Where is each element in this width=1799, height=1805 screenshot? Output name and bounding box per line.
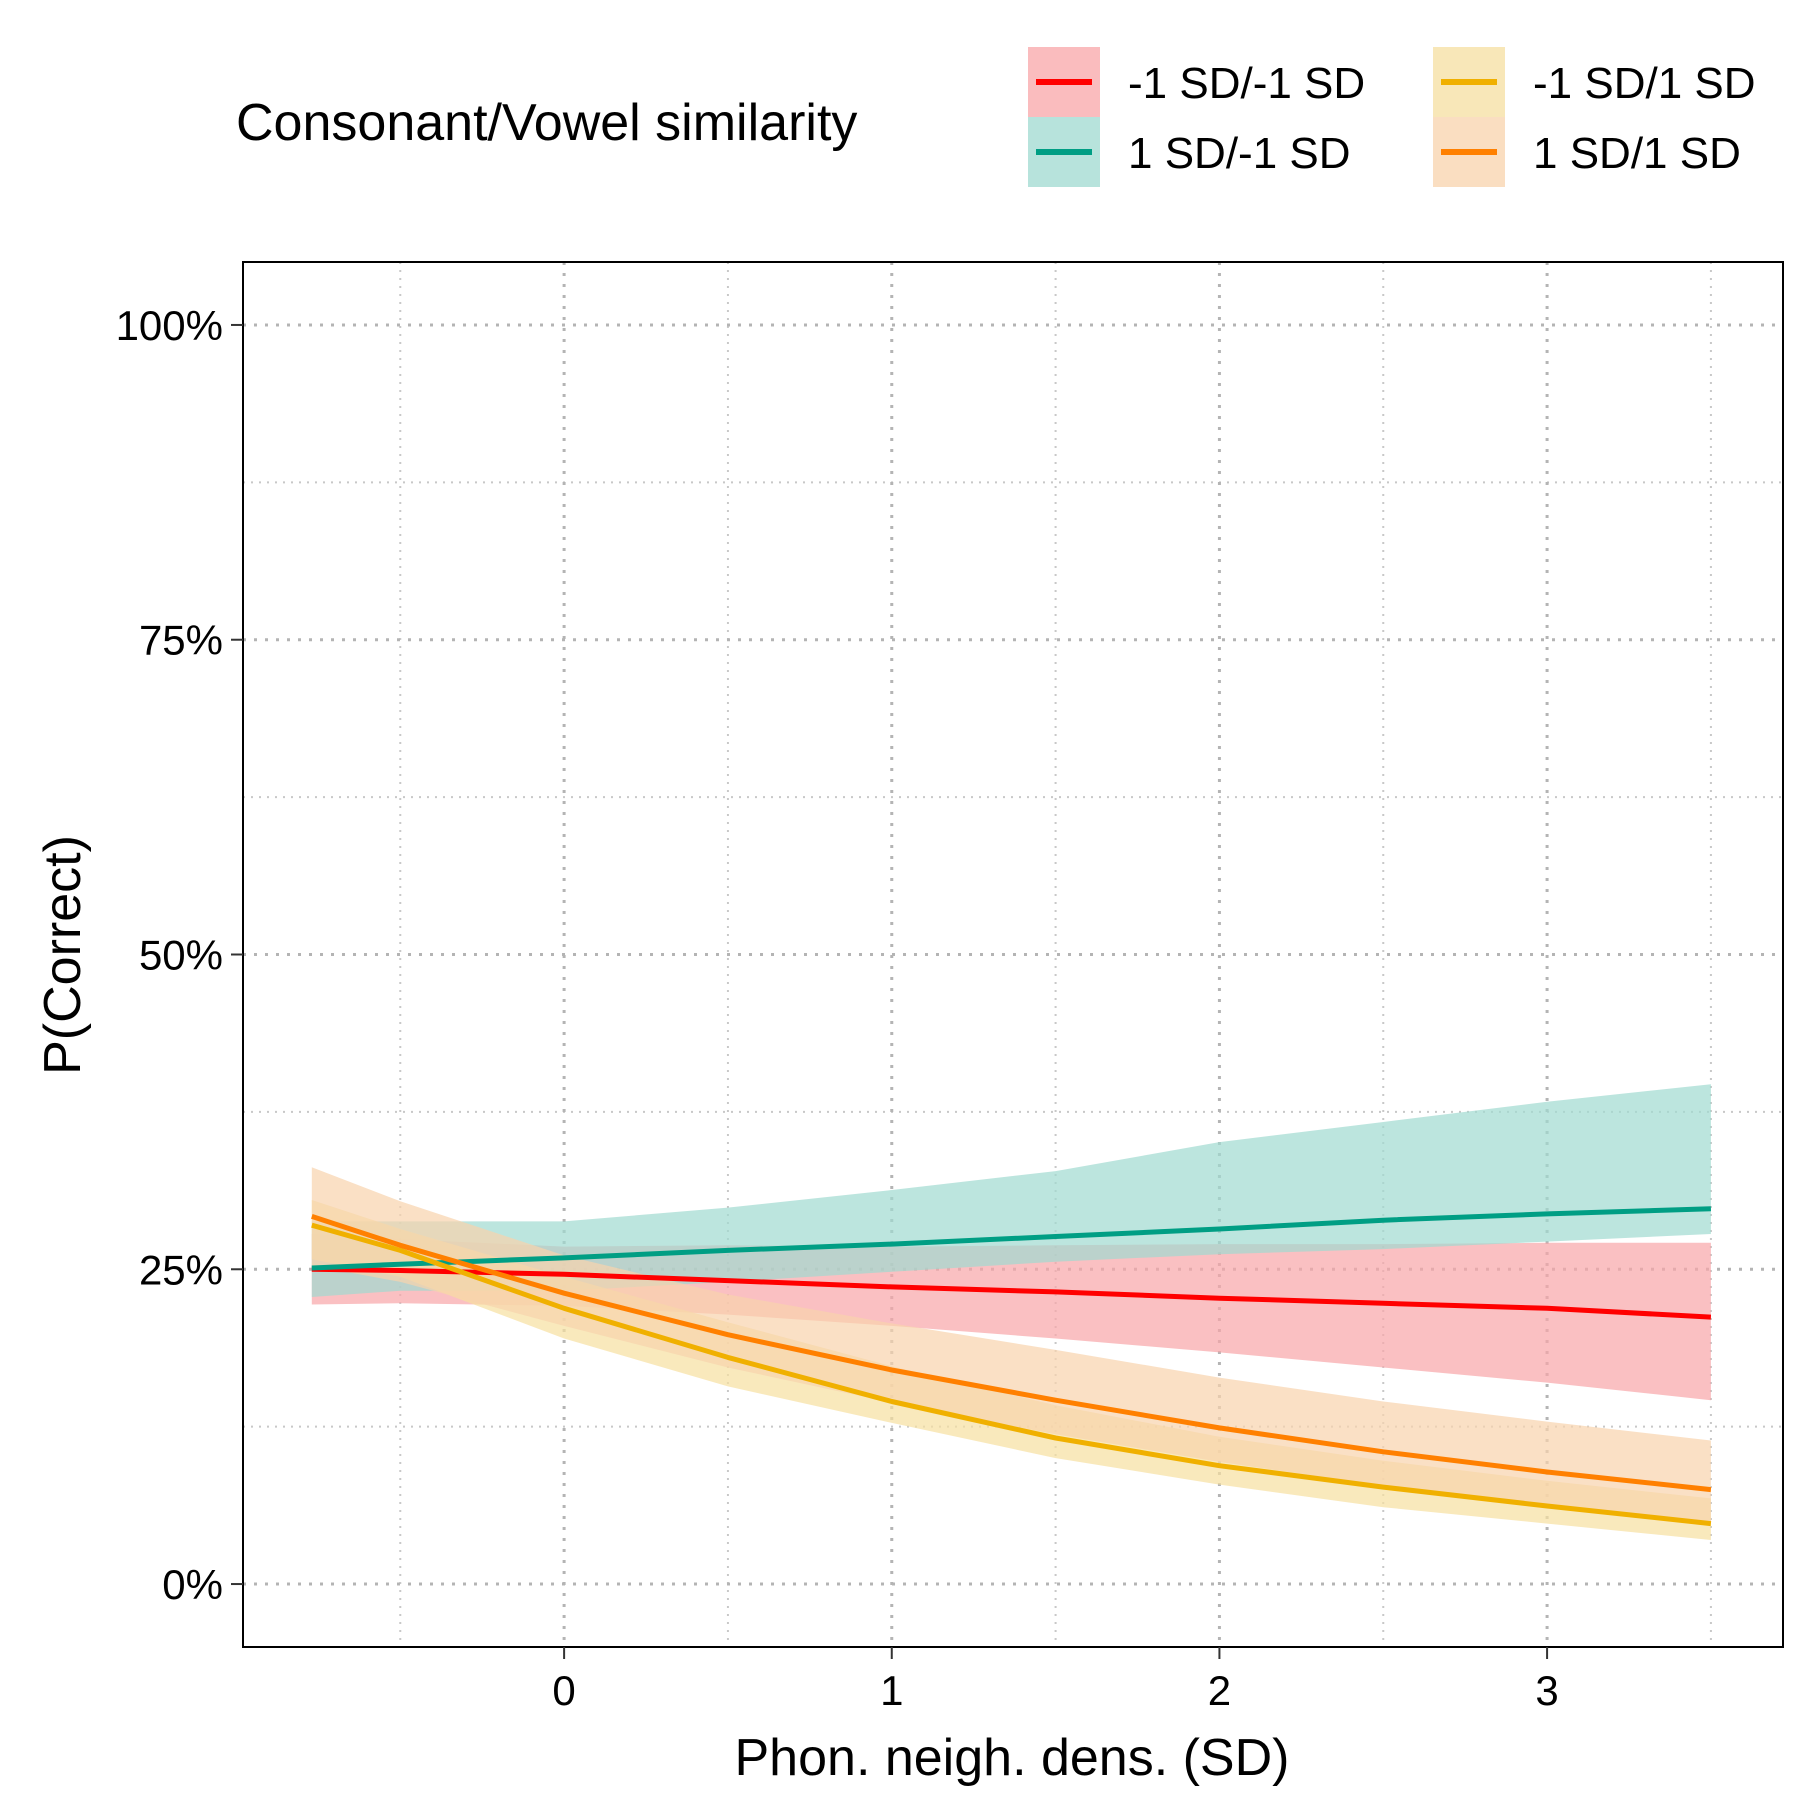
confidence-band-2	[311, 1084, 1711, 1297]
y-axis-title: P(Correct)	[34, 835, 92, 1075]
legend-label-2: 1 SD/-1 SD	[1128, 129, 1351, 178]
series-line-3	[311, 1222, 1712, 1527]
x-tick-label: 1	[880, 1667, 903, 1714]
legend-label-1: -1 SD/-1 SD	[1128, 59, 1365, 108]
axes: 0 1 2 3 0% 25% 50% 75% 100%	[116, 302, 1559, 1714]
y-tick-label: 100%	[116, 302, 223, 349]
series-lines	[311, 1206, 1712, 1527]
y-tick-label: 75%	[139, 617, 223, 664]
series-line-1	[311, 1266, 1712, 1320]
series-line-2	[311, 1206, 1711, 1271]
confidence-band-4	[311, 1167, 1711, 1523]
legend-label-4: 1 SD/1 SD	[1533, 129, 1741, 178]
series-line-4	[311, 1214, 1712, 1493]
legend-label-3: -1 SD/1 SD	[1533, 59, 1756, 108]
confidence-bands	[311, 1084, 1711, 1540]
y-tick-label: 25%	[139, 1246, 223, 1293]
x-tick-label: 0	[552, 1667, 575, 1714]
x-tick-label: 3	[1535, 1667, 1558, 1714]
x-axis-title: Phon. neigh. dens. (SD)	[735, 1729, 1290, 1787]
legend: Consonant/Vowel similarity -1 SD/-1 SD 1 …	[236, 47, 1756, 187]
x-tick-label: 2	[1208, 1667, 1231, 1714]
legend-title: Consonant/Vowel similarity	[236, 94, 857, 152]
y-tick-label: 50%	[139, 932, 223, 979]
y-tick-label: 0%	[162, 1561, 223, 1608]
